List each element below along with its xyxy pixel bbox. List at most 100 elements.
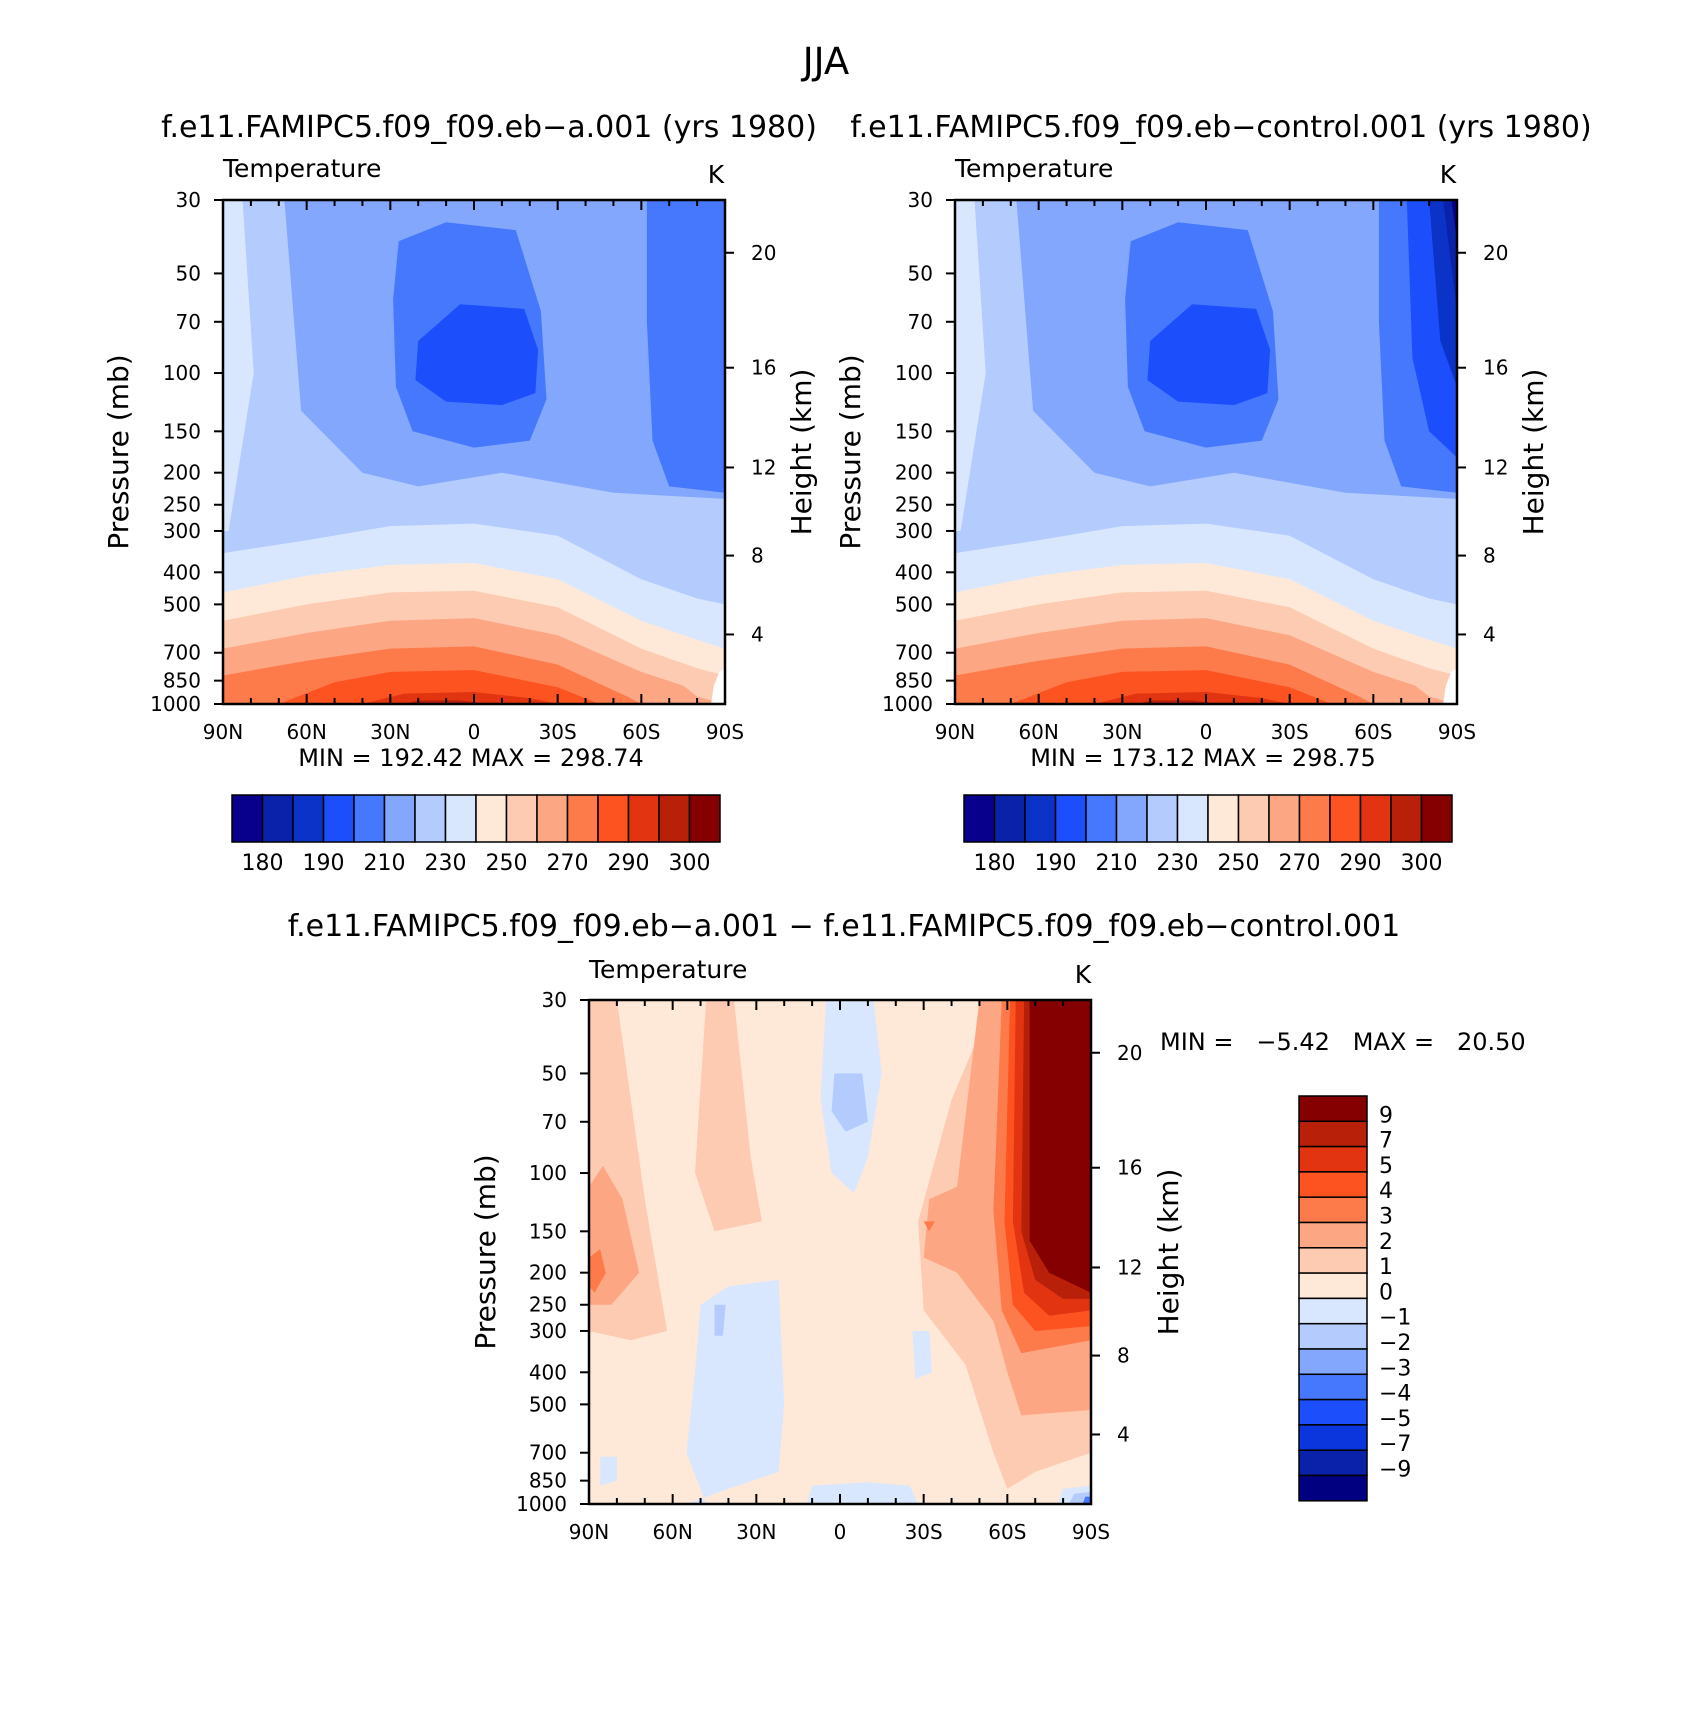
y-tick-label: 1000: [882, 692, 933, 716]
panel-units: K: [708, 160, 725, 189]
contour-band-200-210: [415, 304, 539, 406]
x-tick-label: 90N: [569, 1520, 609, 1544]
colorbar-box: [1359, 794, 1392, 843]
missing-data-region: [1443, 668, 1457, 704]
figure-title: JJA: [801, 40, 850, 83]
colorbar-label: −5: [1379, 1407, 1411, 1432]
y-tick-label: 700: [529, 1441, 567, 1465]
colorbar-box: [1420, 794, 1453, 843]
x-tick-label: 90S: [1438, 720, 1476, 744]
colorbar-box: [658, 794, 691, 843]
colorbar-box: [1298, 1398, 1368, 1426]
colorbar-box: [1054, 794, 1087, 843]
height-tick-label: 20: [1117, 1041, 1142, 1065]
colorbar: 180 190 210 230 250 270 290 300: [231, 794, 721, 876]
y-tick-label: 700: [163, 641, 201, 665]
colorbar-box: [1298, 1221, 1368, 1249]
y-tick-label: 150: [163, 419, 201, 443]
colorbar-label: 7: [1379, 1129, 1393, 1154]
axes: 90N 60N 30N 0 30S 60S 90S 30 50 70 100 150 200 250300…: [516, 988, 1142, 1544]
colorbar-box: [1268, 794, 1301, 843]
colorbar-label: 250: [1218, 851, 1260, 876]
colorbar-box: [1329, 794, 1362, 843]
height-tick-label: 20: [1483, 241, 1508, 265]
contour-band-200-210: [1147, 304, 1271, 406]
y-tick-label: 850: [895, 669, 933, 693]
colorbar-box: [688, 794, 721, 843]
height-tick-label: 16: [751, 356, 776, 380]
contour-band-neg1-0: [600, 1456, 617, 1486]
y-tick-label: 100: [895, 361, 933, 385]
y-tick-label: 200: [895, 461, 933, 485]
min-max-label: MIN = 173.12 MAX = 298.75: [1030, 744, 1376, 772]
height-tick-label: 8: [1483, 544, 1496, 568]
colorbar-box: [292, 794, 325, 843]
colorbar-label: 210: [364, 851, 406, 876]
colorbar-box: [1298, 1373, 1368, 1401]
y-axis-label-height: Height (km): [1517, 369, 1550, 536]
contour-band-neg2-neg1: [831, 1073, 868, 1132]
colorbar-label: 270: [547, 851, 589, 876]
colorbar-box: [1146, 794, 1179, 843]
x-tick-label: 60S: [988, 1520, 1026, 1544]
y-tick-label: 250: [895, 493, 933, 517]
height-tick-label: 16: [1117, 1156, 1142, 1180]
y-tick-label: 400: [163, 560, 201, 584]
x-tick-label: 0: [834, 1520, 847, 1544]
contour-band-neg4-neg3: [1082, 1496, 1091, 1504]
x-tick-label: 60S: [1354, 720, 1392, 744]
y-tick-label: 300: [163, 519, 201, 543]
colorbar-box: [1298, 1247, 1368, 1274]
colorbar-box: [1298, 1322, 1368, 1350]
min-max-label: MIN = 192.42 MAX = 298.74: [298, 744, 644, 772]
contour-fill: [955, 200, 1457, 704]
y-tick-label: 70: [542, 1110, 567, 1134]
y-axis-label-height: Height (km): [785, 369, 818, 536]
colorbar-box: [963, 794, 996, 843]
x-tick-label: 90S: [706, 720, 744, 744]
x-tick-label: 0: [468, 720, 481, 744]
colorbar-box: [1298, 1095, 1368, 1123]
colorbar-box: [536, 794, 569, 843]
colorbar-box: [1207, 794, 1240, 843]
missing-data-region: [711, 668, 725, 704]
x-tick-label: 30S: [905, 1520, 943, 1544]
colorbar-box: [383, 794, 416, 843]
colorbar-label: 230: [425, 851, 467, 876]
colorbar-box: [475, 794, 508, 843]
y-tick-label: 500: [895, 592, 933, 616]
y-axis-label-height: Height (km): [1152, 1169, 1185, 1336]
y-tick-label: 400: [895, 560, 933, 584]
colorbar-box: [353, 794, 386, 843]
colorbar-label: 300: [1401, 851, 1443, 876]
y-tick-label: 100: [529, 1161, 567, 1185]
colorbar-box: [1298, 1145, 1368, 1173]
colorbar-box: [993, 794, 1026, 843]
panel-difference: f.e11.FAMIPC5.f09_f09.eb−a.001 − f.e11.F…: [288, 909, 1526, 1544]
y-tick-label: 70: [176, 310, 201, 334]
colorbar-box: [322, 794, 355, 843]
x-tick-label: 30N: [736, 1520, 776, 1544]
x-tick-label: 90S: [1072, 1520, 1110, 1544]
x-tick-label: 60N: [652, 1520, 692, 1544]
y-tick-label: 200: [529, 1261, 567, 1285]
colorbar-label: 3: [1379, 1205, 1393, 1230]
colorbar-box: [1298, 1196, 1368, 1224]
colorbar-label: 190: [303, 851, 345, 876]
y-tick-label: 50: [176, 261, 201, 285]
contour-band-neg1-0: [912, 1331, 932, 1380]
colorbar-label: 0: [1379, 1280, 1393, 1305]
x-tick-label: 90N: [203, 720, 243, 744]
height-tick-label: 8: [1117, 1344, 1130, 1368]
height-tick-label: 16: [1483, 356, 1508, 380]
contour-fill: [589, 1000, 1091, 1504]
contour-band-neg2-neg1: [714, 1304, 726, 1336]
y-axis-label-pressure: Pressure (mb): [102, 354, 135, 549]
colorbar-box: [1298, 1171, 1368, 1198]
colorbar-label: 270: [1279, 851, 1321, 876]
contour-band-above-9: [1029, 1000, 1091, 1293]
colorbar-label: 290: [1340, 851, 1382, 876]
colorbar-box: [444, 794, 477, 843]
panel-units: K: [1440, 160, 1457, 189]
min-max-label: MIN = −5.42 MAX = 20.50: [1160, 1028, 1526, 1056]
